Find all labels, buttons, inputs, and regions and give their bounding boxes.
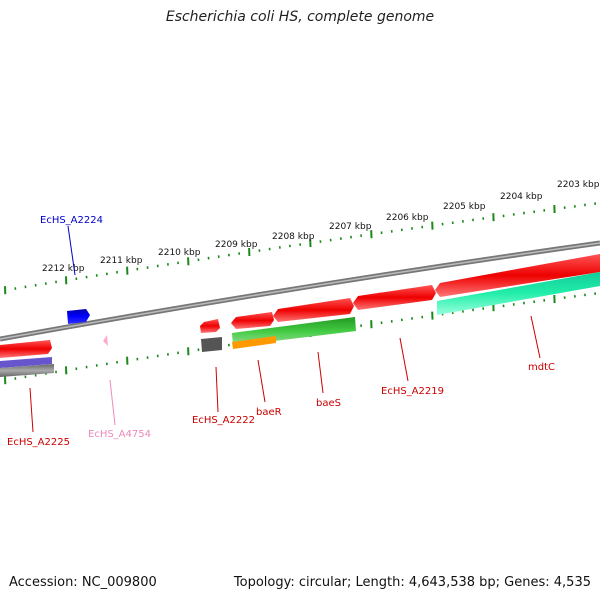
feature-grey-bar-EcHS_A2225 [0, 364, 54, 377]
map-title: Escherichia coli HS, complete genome [165, 9, 435, 25]
feature-blue-EcHS_A2224 [67, 309, 90, 324]
cds-track [0, 254, 600, 358]
gene-label-EcHS_A2219: EcHS_A2219 [381, 386, 444, 397]
gene-labels: EcHS_A2224 EcHS_A2225 EcHS_A4754 EcHS_A2… [7, 215, 555, 448]
feature-grey-EcHS_A2222 [201, 337, 222, 352]
cds-baeR [231, 312, 274, 329]
scale-label-2207: 2207 kbp [329, 222, 372, 232]
cds-mdtC [435, 254, 600, 297]
cds-baeS [273, 298, 354, 322]
scale-label-2205: 2205 kbp [443, 202, 486, 212]
gene-label-mdtC: mdtC [528, 362, 555, 373]
gene-label-EcHS_A2222: EcHS_A2222 [192, 415, 255, 426]
feature-orange-baeR [232, 336, 276, 349]
scale-label-2210: 2210 kbp [158, 248, 201, 258]
accession-text: Accession: NC_009800 [9, 575, 157, 590]
cds-EcHS_A2219 [353, 285, 436, 310]
scale-labels: 2212 kbp 2211 kbp 2210 kbp 2209 kbp 2208… [42, 180, 600, 274]
cds-EcHS_A2222 [200, 319, 220, 333]
gene-label-EcHS_A4754: EcHS_A4754 [88, 429, 151, 440]
scale-label-2206: 2206 kbp [386, 213, 429, 223]
upper-scale-ticks [4, 202, 597, 295]
gene-label-EcHS_A2225: EcHS_A2225 [7, 437, 70, 448]
feature-pink-EcHS_A4754 [103, 335, 108, 346]
feature-teal-mdtC [437, 272, 600, 315]
scale-label-2204: 2204 kbp [500, 192, 543, 202]
gene-label-EcHS_A2224: EcHS_A2224 [40, 215, 103, 226]
gene-label-baeR: baeR [256, 407, 282, 418]
gene-label-baeS: baeS [316, 398, 341, 409]
scale-label-2208: 2208 kbp [272, 232, 315, 242]
scale-label-2211: 2211 kbp [100, 256, 143, 266]
label-leaders [29, 225, 541, 433]
scale-label-2212: 2212 kbp [42, 264, 85, 274]
genome-summary-text: Topology: circular; Length: 4,643,538 bp… [233, 575, 591, 590]
feature-purple-EcHS_A2225 [0, 357, 52, 368]
cds-EcHS_A2225 [0, 340, 52, 358]
scale-label-2203: 2203 kbp [557, 180, 600, 190]
scale-label-2209: 2209 kbp [215, 240, 258, 250]
